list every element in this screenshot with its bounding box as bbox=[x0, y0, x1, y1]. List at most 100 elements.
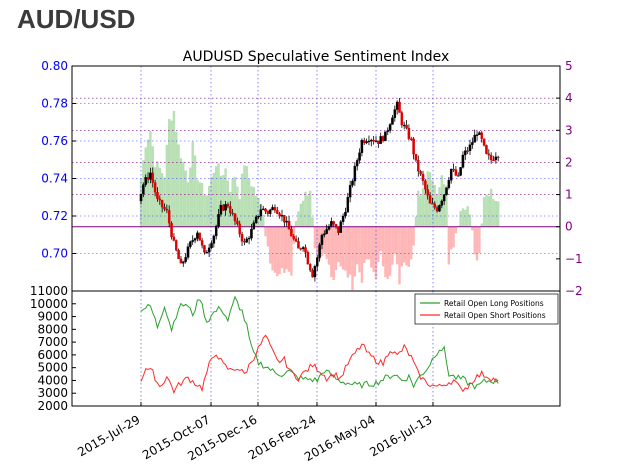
long-positions-line bbox=[140, 295, 499, 390]
ssi-bar bbox=[454, 226, 458, 234]
ssi-bar bbox=[386, 226, 389, 279]
candle-body bbox=[445, 187, 448, 195]
ssi-bar bbox=[168, 118, 171, 227]
ssi-bar bbox=[424, 183, 427, 227]
ssi-bar bbox=[374, 226, 378, 280]
ssi-bar bbox=[478, 226, 481, 254]
candle-body bbox=[257, 215, 260, 218]
ssi-bar bbox=[379, 226, 382, 252]
ssi-bar bbox=[304, 191, 307, 227]
candle-body bbox=[283, 215, 286, 223]
ssi-bar bbox=[351, 226, 354, 291]
ssi-bar bbox=[330, 226, 333, 278]
x-tick-label: 2016-Jul-13 bbox=[367, 412, 434, 459]
ssi-bar bbox=[459, 210, 462, 227]
candle-body bbox=[186, 246, 190, 258]
price-tick-label: 0.74 bbox=[41, 172, 68, 186]
candle-body bbox=[365, 141, 368, 143]
candle-body bbox=[374, 140, 378, 142]
legend-label: Retail Open Long Positions bbox=[444, 299, 544, 308]
candle-body bbox=[456, 175, 460, 177]
candle-body bbox=[200, 240, 204, 246]
ssi-bar bbox=[203, 194, 206, 227]
candle-body bbox=[193, 238, 197, 241]
price-tick-label: 0.78 bbox=[41, 97, 68, 111]
ssi-bar bbox=[405, 226, 408, 266]
candle-body bbox=[332, 221, 335, 225]
chart-title: AUDUSD Speculative Sentiment Index bbox=[183, 49, 449, 65]
ssi-bar bbox=[384, 226, 387, 278]
ssi-bar bbox=[316, 226, 319, 254]
candle-body bbox=[485, 145, 488, 154]
ssi-bar bbox=[257, 198, 260, 227]
ssi-bar bbox=[323, 226, 326, 253]
candle-body bbox=[449, 168, 453, 181]
ssi-bar bbox=[494, 201, 498, 227]
candle-body bbox=[301, 247, 305, 249]
ssi-bar bbox=[247, 178, 251, 227]
ssi-bar bbox=[487, 196, 490, 227]
candle-body bbox=[142, 184, 145, 195]
ssi-bar bbox=[468, 214, 472, 227]
candle-body bbox=[402, 124, 406, 127]
ssi-bar bbox=[365, 226, 368, 260]
ssi-tick-label: 1 bbox=[565, 188, 573, 202]
ssi-bar bbox=[191, 141, 194, 227]
ssi-bar bbox=[466, 206, 469, 227]
ssi-bar bbox=[283, 226, 286, 273]
ssi-bar bbox=[391, 226, 394, 265]
ssi-bar bbox=[421, 188, 425, 227]
ssi-bar bbox=[222, 175, 225, 227]
candle-body bbox=[372, 139, 375, 142]
candle-body bbox=[362, 140, 366, 143]
price-tick-label: 0.80 bbox=[41, 59, 68, 73]
ssi-bar bbox=[217, 163, 220, 227]
ssi-bar bbox=[363, 226, 366, 263]
ssi-bar bbox=[450, 226, 453, 250]
ssi-bar bbox=[278, 226, 281, 275]
ssi-bar bbox=[177, 144, 180, 227]
candle-body bbox=[226, 204, 230, 207]
candle-body bbox=[177, 250, 180, 260]
ssi-bar bbox=[271, 226, 274, 271]
chart-header: AUD/USD bbox=[17, 4, 136, 34]
candle-body bbox=[191, 240, 194, 242]
candle-body bbox=[487, 153, 491, 156]
ssi-bar bbox=[301, 200, 305, 227]
candle-body bbox=[210, 243, 213, 249]
candle-body bbox=[482, 138, 486, 146]
candle-body bbox=[473, 134, 476, 143]
ssi-bar bbox=[290, 226, 293, 276]
candle-body bbox=[163, 206, 166, 210]
ssi-bar bbox=[348, 226, 352, 275]
ssi-tick-label: 0 bbox=[565, 220, 573, 234]
candle-body bbox=[308, 263, 312, 271]
positions-tick-label: 5000 bbox=[37, 361, 68, 375]
ssi-bar bbox=[395, 226, 399, 265]
candle-body bbox=[250, 228, 253, 239]
ssi-bar bbox=[212, 172, 216, 227]
ssi-bar bbox=[482, 197, 486, 227]
candle-body bbox=[184, 257, 187, 262]
candle-body bbox=[320, 234, 324, 245]
candle-body bbox=[325, 229, 328, 234]
ssi-bar bbox=[172, 111, 176, 227]
candle-body bbox=[149, 172, 152, 180]
ssi-bar bbox=[407, 226, 411, 267]
ssi-bar bbox=[492, 199, 495, 227]
ssi-bar bbox=[480, 223, 483, 227]
ssi-bar bbox=[215, 166, 218, 227]
ssi-bar bbox=[184, 170, 187, 227]
ssi-bar bbox=[417, 190, 420, 227]
positions-tick-label: 9000 bbox=[37, 310, 68, 324]
candle-body bbox=[377, 140, 380, 144]
candle-body bbox=[379, 136, 382, 144]
candle-body bbox=[182, 261, 185, 264]
legend: Retail Open Long Positions Retail Open Sh… bbox=[414, 293, 559, 325]
candle-body bbox=[304, 247, 307, 253]
candle-body bbox=[381, 136, 385, 142]
candle-body bbox=[400, 112, 404, 126]
ssi-tick-label: −2 bbox=[565, 284, 583, 298]
ssi-bar bbox=[273, 226, 277, 273]
